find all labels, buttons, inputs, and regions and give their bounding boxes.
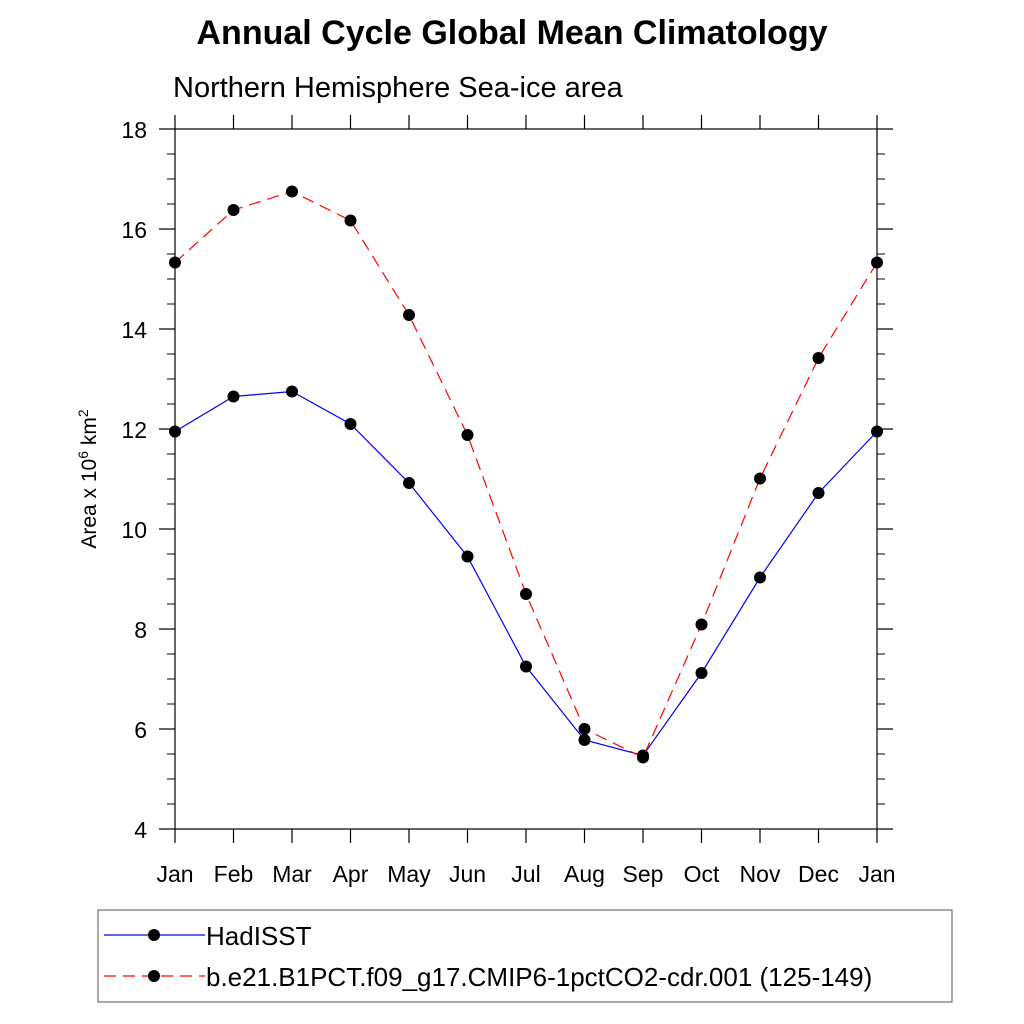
series-line-0 (174, 390, 878, 757)
chart-subtitle: Northern Hemisphere Sea-ice area (173, 72, 623, 104)
y-tick-label: 16 (121, 217, 147, 243)
data-point-series-0 (169, 425, 181, 438)
data-point-series-0 (871, 425, 883, 438)
series-line-1 (174, 190, 878, 759)
data-point-series-0 (286, 385, 298, 398)
data-point-series-1 (403, 309, 415, 321)
data-point-series-1 (578, 723, 591, 735)
data-point-series-0 (695, 667, 708, 679)
legend-label-hadisst: HadISST (206, 921, 312, 951)
y-tick-label: 10 (121, 517, 147, 543)
y-axis-label-unit-text: km (78, 417, 101, 445)
x-tick-label: Dec (798, 861, 839, 887)
data-point-series-1 (520, 588, 532, 600)
data-point-series-1 (344, 214, 357, 227)
y-axis-label: Area x 106 km2 (75, 409, 101, 549)
y-axis-label-unit-exponent: 2 (75, 409, 91, 417)
x-tick-label: Jun (449, 861, 486, 887)
x-tick-label: Nov (740, 861, 781, 887)
plot-frame (174, 128, 878, 830)
x-tick-label: Mar (272, 861, 312, 887)
axis-ticks (159, 115, 893, 843)
legend-marker-hadisst (148, 929, 160, 941)
y-tick-label: 8 (134, 617, 147, 643)
series-layer (169, 185, 883, 764)
x-tick-label: Apr (333, 861, 369, 887)
data-point-series-0 (578, 734, 591, 746)
legend-label-model: b.e21.B1PCT.f09_g17.CMIP6-1pctCO2-cdr.00… (206, 962, 872, 992)
data-point-series-0 (344, 418, 357, 430)
y-axis-label-main: Area x 10 (78, 459, 101, 549)
data-point-series-1 (871, 256, 883, 269)
data-point-series-0 (520, 660, 532, 673)
x-tick-label: May (387, 861, 431, 887)
data-point-series-0 (227, 390, 240, 403)
data-point-series-1 (286, 185, 298, 198)
legend: HadISST b.e21.B1PCT.f09_g17.CMIP6-1pctCO… (97, 909, 953, 1003)
data-point-series-0 (403, 477, 415, 489)
x-tick-labels: Jan Feb Mar Apr May Jun Jul Aug Sep Oct Nov Dec Jan (156, 861, 895, 887)
x-tick-label: Aug (564, 861, 605, 887)
x-tick-label: Jan (156, 861, 193, 887)
y-tick-label: 14 (121, 317, 147, 343)
y-tick-label: 12 (121, 417, 147, 443)
data-point-series-1 (637, 751, 649, 764)
x-tick-label: Feb (214, 861, 254, 887)
y-tick-labels: 4 6 8 10 12 14 16 18 (121, 117, 147, 843)
data-point-series-1 (812, 352, 825, 364)
data-point-series-1 (754, 472, 766, 485)
data-point-series-1 (227, 204, 240, 216)
y-tick-label: 6 (134, 717, 147, 743)
chart-title: Annual Cycle Global Mean Climatology (196, 14, 828, 52)
x-tick-label: Oct (684, 861, 720, 887)
x-tick-label: Jan (858, 861, 895, 887)
data-point-series-1 (461, 429, 474, 441)
legend-marker-model (148, 970, 160, 982)
data-point-series-0 (461, 550, 474, 563)
legend-box (97, 909, 953, 1003)
data-point-series-1 (169, 256, 181, 269)
x-tick-label: Jul (511, 861, 540, 887)
x-tick-label: Sep (623, 861, 664, 887)
y-axis-label-exponent: 6 (75, 451, 91, 459)
data-point-series-0 (754, 571, 766, 584)
data-point-series-0 (812, 487, 825, 499)
y-tick-label: 18 (121, 117, 147, 143)
y-tick-label: 4 (134, 817, 147, 843)
data-point-series-1 (695, 618, 708, 631)
